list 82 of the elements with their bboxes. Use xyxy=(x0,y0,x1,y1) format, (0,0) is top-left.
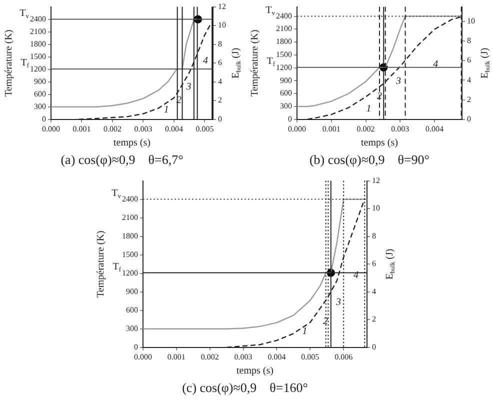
y2-tick-label: 10 xyxy=(467,16,475,26)
y-tick-label: 1500 xyxy=(276,50,292,60)
y2-tick-label: 0 xyxy=(467,114,471,124)
x-axis-title: temps (s) xyxy=(236,366,274,377)
y-tick-label: 1500 xyxy=(30,52,46,61)
x-tick-label: 0.002 xyxy=(356,124,375,134)
x-tick-label: 0.002 xyxy=(200,352,219,362)
y2-tick-label: 0 xyxy=(372,342,376,352)
y-tick-label: 900 xyxy=(126,286,138,296)
x-tick-label: 0.004 xyxy=(164,124,183,134)
x-tick-label: 0.001 xyxy=(72,124,91,134)
y-tick-label: 1800 xyxy=(30,39,46,48)
y2-tick-label: 6 xyxy=(467,56,471,65)
y2-tick-label: 2 xyxy=(218,96,222,105)
y2-tick-label: 4 xyxy=(218,76,222,86)
y-tick-label: 2400 xyxy=(122,194,138,204)
y-tick-label: 600 xyxy=(34,89,46,98)
y-tick-label: 0 xyxy=(134,342,138,352)
x-tick-label: 0.001 xyxy=(322,124,340,134)
annotation: 3 xyxy=(394,76,401,87)
y-tick-label: 2100 xyxy=(122,212,138,222)
y-tick-label: 300 xyxy=(280,102,292,111)
y2-tick-label: 4 xyxy=(372,286,376,296)
y-tick-label: 0 xyxy=(288,114,292,124)
y-tick-label: 1800 xyxy=(122,231,138,240)
y2-tick-label: 12 xyxy=(372,176,380,185)
y-tick-label: 300 xyxy=(126,324,138,333)
annotation: 3 xyxy=(185,81,192,92)
y-tick-label: 1500 xyxy=(122,250,138,259)
x-tick-label: 0.003 xyxy=(234,352,252,362)
text: (b) cos(φ)≈0,9 θ=90° xyxy=(308,152,431,168)
y-axis-title: Température (K) xyxy=(96,230,107,298)
annotation: 4 xyxy=(433,58,438,70)
x-tick-label: 0.004 xyxy=(268,352,286,362)
x-tick-label: 0.004 xyxy=(426,124,444,134)
y-tick-label: 1200 xyxy=(122,268,138,278)
annotation: 1 xyxy=(164,104,169,116)
y-tick-label: 900 xyxy=(280,76,292,85)
y2-tick-label: 8 xyxy=(218,39,222,48)
y2-tick-label: 0 xyxy=(218,114,222,124)
y-tick-label: 600 xyxy=(126,305,138,314)
x-tick-label: 0.003 xyxy=(134,124,152,134)
y-tick-label: 2100 xyxy=(30,26,46,36)
x-tick-label: 0.005 xyxy=(301,352,320,362)
x-tick-label: 0.000 xyxy=(42,124,60,134)
x-tick-label: 0.005 xyxy=(196,124,214,134)
y2-tick-label: 8 xyxy=(467,36,471,46)
y2-tick-label: 4 xyxy=(467,75,471,84)
annotation: 3 xyxy=(335,297,342,308)
y-tick-label: 0 xyxy=(42,114,46,124)
y-tick-label: 2400 xyxy=(30,14,46,24)
x-tick-label: 0.000 xyxy=(134,352,152,362)
y2-tick-label: 12 xyxy=(218,2,226,11)
x-tick-label: 0.000 xyxy=(288,124,306,134)
y2-tick-label: 8 xyxy=(372,231,376,240)
y-tick-label: 2400 xyxy=(276,11,292,20)
x-tick-label: 0.003 xyxy=(391,124,410,134)
x-tick-label: 0.002 xyxy=(103,124,122,134)
x-axis-title: temps (s) xyxy=(361,138,398,149)
text: (c) cos(φ)≈0,9 θ=160° xyxy=(181,380,309,396)
y-tick-label: 300 xyxy=(34,102,46,111)
text: (a) cos(φ)≈0,9 θ=6,7° xyxy=(60,152,184,168)
y-axis-title: Température (K) xyxy=(4,30,15,96)
x-axis-title: temps (s) xyxy=(114,138,150,149)
annotation: 1 xyxy=(302,326,308,338)
y-tick-label: 900 xyxy=(34,76,46,86)
annotation: 4 xyxy=(203,56,208,67)
y2-tick-label: 10 xyxy=(218,20,226,30)
y2-tick-label: 10 xyxy=(372,204,380,213)
x-tick-label: 0.001 xyxy=(167,352,186,362)
x-tick-label: 0.006 xyxy=(334,352,353,362)
y-tick-label: 1800 xyxy=(276,37,292,46)
y-axis-title: Température (K) xyxy=(250,30,261,96)
y2-tick-label: 2 xyxy=(467,94,471,104)
y2-tick-label: 6 xyxy=(372,259,376,268)
y-tick-label: 600 xyxy=(280,88,292,98)
annotation: 1 xyxy=(366,104,372,115)
y-tick-label: 1200 xyxy=(276,62,292,72)
y2-tick-label: 2 xyxy=(372,314,376,324)
y-tick-label: 1200 xyxy=(30,64,46,74)
y-tick-label: 2100 xyxy=(276,24,292,34)
y2-tick-label: 6 xyxy=(218,58,222,68)
